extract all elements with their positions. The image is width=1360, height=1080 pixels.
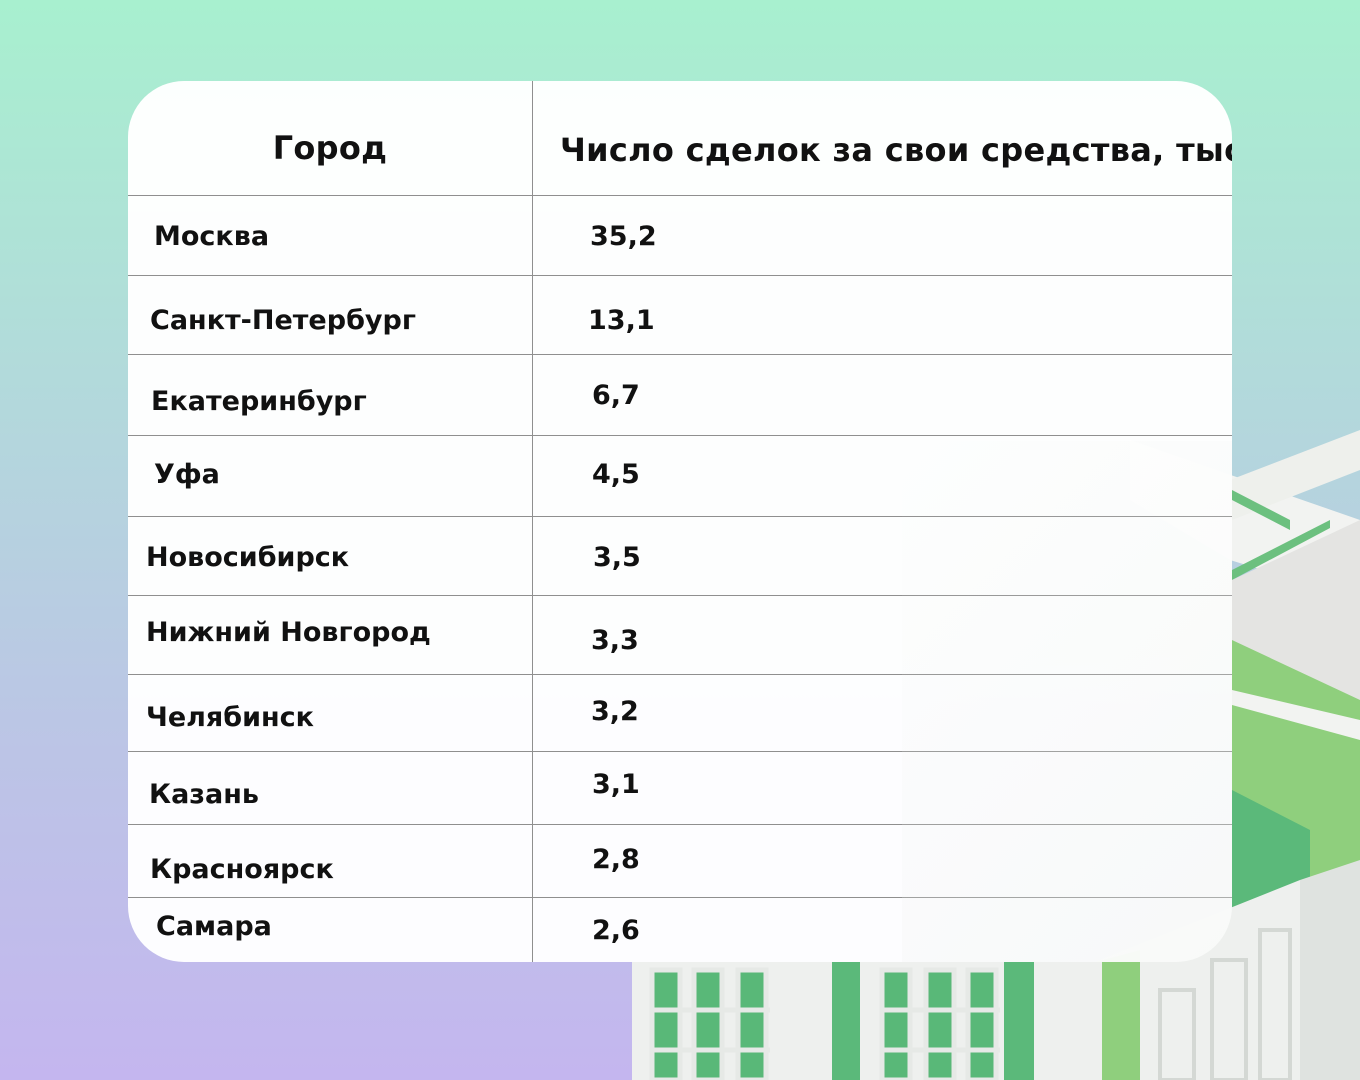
table-row: Новосибирск 3,5 <box>128 516 1232 596</box>
row-city: Уфа <box>154 459 220 490</box>
row-value: 3,1 <box>592 769 640 800</box>
row-value: 13,1 <box>588 305 655 336</box>
table-row: Екатеринбург 6,7 <box>128 354 1232 436</box>
row-value: 3,3 <box>591 625 639 656</box>
row-city: Самара <box>156 911 272 942</box>
row-city: Екатеринбург <box>151 386 367 417</box>
table-header-row: Город Число сделок за свои средства, тыс… <box>128 81 1232 196</box>
table-row: Казань 3,1 <box>128 751 1232 825</box>
row-city: Красноярск <box>150 854 334 885</box>
table-row: Челябинск 3,2 <box>128 674 1232 752</box>
table-row: Уфа 4,5 <box>128 435 1232 517</box>
table-row: Красноярск 2,8 <box>128 824 1232 898</box>
header-deals: Число сделок за свои средства, тыс. <box>560 131 1232 169</box>
row-city: Казань <box>149 779 259 810</box>
table-row: Санкт-Петербург 13,1 <box>128 275 1232 355</box>
table-row: Самара 2,6 <box>128 897 1232 962</box>
row-city: Новосибирск <box>146 542 350 573</box>
row-value: 35,2 <box>590 221 657 252</box>
row-value: 3,5 <box>593 542 641 573</box>
row-value: 3,2 <box>591 696 639 727</box>
row-value: 6,7 <box>592 380 640 411</box>
row-city: Москва <box>154 221 270 252</box>
table-row: Москва 35,2 <box>128 195 1232 276</box>
row-value: 4,5 <box>592 459 640 490</box>
row-city: Челябинск <box>146 702 314 733</box>
row-value: 2,6 <box>592 915 640 946</box>
row-value: 2,8 <box>592 844 640 875</box>
table-row: Нижний Новгород 3,3 <box>128 595 1232 675</box>
table-card: Город Число сделок за свои средства, тыс… <box>128 81 1232 962</box>
row-city: Санкт-Петербург <box>150 305 416 336</box>
row-city: Нижний Новгород <box>146 617 431 648</box>
column-divider <box>532 81 533 962</box>
header-city: Город <box>272 129 388 167</box>
